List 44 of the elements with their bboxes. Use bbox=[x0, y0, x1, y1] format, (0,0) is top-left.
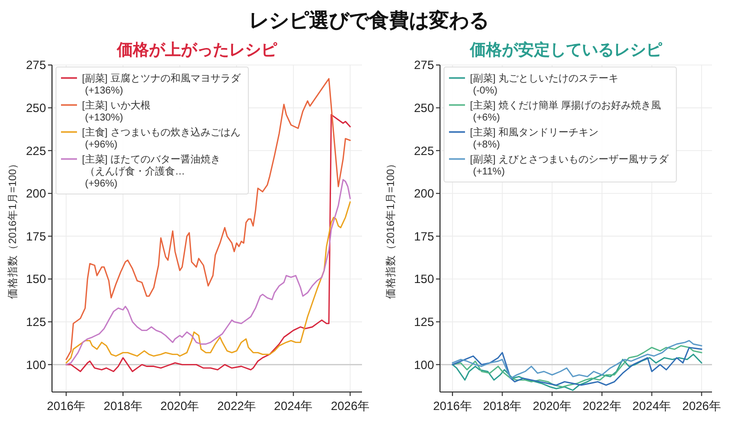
y-tick-label: 100 bbox=[414, 358, 434, 372]
x-tick-label: 2024年 bbox=[632, 399, 672, 413]
x-tick-label: 2022年 bbox=[582, 399, 622, 413]
y-tick-label: 275 bbox=[414, 58, 434, 72]
y-tick-label: 275 bbox=[26, 58, 46, 72]
legend-label: [副菜] 丸ごとしいたけのステーキ (-0%) bbox=[470, 72, 618, 96]
y-tick-label: 125 bbox=[414, 315, 434, 330]
x-tick-label: 2018年 bbox=[482, 399, 522, 413]
chart-title: レシピ選びで食費は変わる bbox=[249, 9, 489, 32]
x-tick-label: 2026年 bbox=[330, 399, 370, 413]
legend-label: [主食] さつまいもの炊き込みごはん (+96%) bbox=[82, 126, 240, 150]
x-tick-label: 2024年 bbox=[274, 399, 313, 413]
chart-subtitle: 価格が安定しているレシピ bbox=[469, 40, 663, 59]
line-series bbox=[66, 114, 351, 372]
y-axis-title: 価格指数（2016年1月=100） bbox=[385, 158, 397, 299]
x-tick-label: 2020年 bbox=[532, 399, 572, 413]
x-tick-label: 2020年 bbox=[160, 399, 200, 413]
y-tick-label: 150 bbox=[26, 272, 46, 286]
x-tick-label: 2018年 bbox=[104, 399, 142, 413]
x-tick-label: 2026年 bbox=[682, 399, 721, 413]
y-tick-label: 175 bbox=[414, 229, 434, 244]
legend-label: [副菜] えびとさつまいものシーザー風サラダ (+11%) bbox=[470, 154, 670, 178]
y-tick-label: 200 bbox=[414, 186, 434, 201]
y-tick-label: 250 bbox=[26, 101, 46, 115]
x-tick-label: 2016年 bbox=[46, 399, 86, 413]
legend-label: [主菜] いか大根 (+130%) bbox=[82, 100, 150, 124]
line-series bbox=[452, 354, 702, 391]
y-tick-label: 125 bbox=[26, 315, 46, 330]
y-tick-label: 225 bbox=[26, 144, 46, 158]
y-tick-label: 200 bbox=[26, 186, 46, 201]
chart-subtitle: 価格が上がったレシピ bbox=[116, 41, 278, 59]
legend-label: [主菜] 焼くだけ簡単 厚揚げのお好み焼き風 (+6%) bbox=[470, 100, 662, 124]
line-series bbox=[452, 340, 702, 379]
y-tick-label: 100 bbox=[26, 358, 46, 372]
legend-label: [副菜] 豆腐とツナの和風マヨサラダ (+136%) bbox=[82, 72, 242, 96]
y-tick-label: 175 bbox=[26, 229, 46, 244]
y-tick-label: 250 bbox=[414, 101, 434, 115]
y-tick-label: 225 bbox=[414, 144, 434, 158]
legend-label: [主菜] 和風タンドリーチキン (+8%) bbox=[470, 126, 598, 150]
y-tick-label: 150 bbox=[414, 272, 434, 286]
x-tick-label: 2022年 bbox=[217, 399, 256, 413]
y-axis-title: 価格指数（2016年1月=100） bbox=[7, 158, 19, 299]
x-tick-label: 2016年 bbox=[433, 399, 472, 413]
legend-label: [主菜] ほたてのバター醤油焼き（えんげ食・介護食… (+96%) bbox=[82, 154, 220, 190]
